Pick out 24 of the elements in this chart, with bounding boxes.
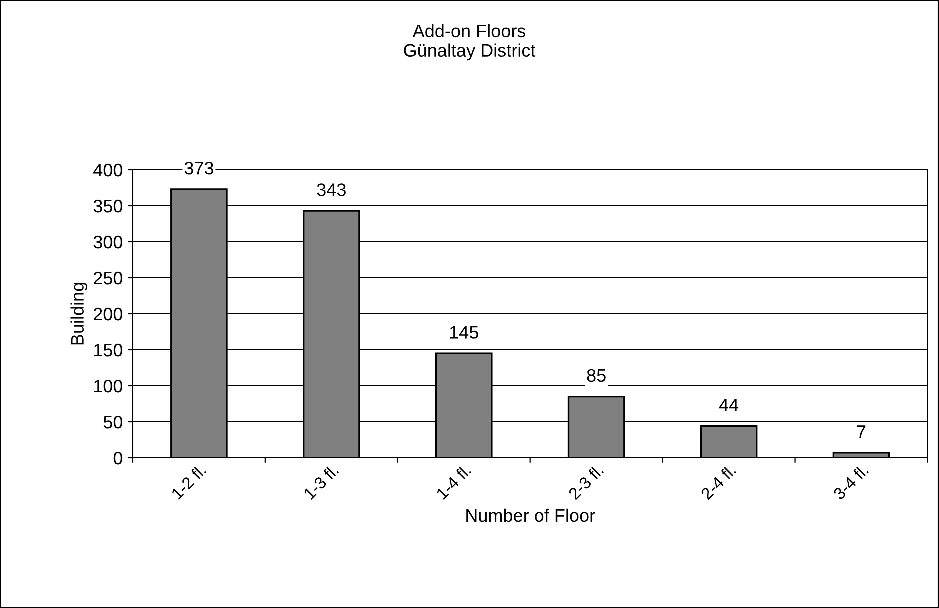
- data-label: 145: [450, 326, 478, 339]
- y-tick-label: 150: [94, 344, 123, 357]
- x-tick-label: 2-3 fl.: [568, 464, 604, 500]
- y-tick-label: 100: [94, 380, 123, 393]
- chart-title: Add-on Floors Günaltay District: [404, 24, 536, 61]
- y-axis-title: Building: [70, 283, 88, 345]
- x-tick-label: 2-4 fl.: [700, 464, 737, 500]
- y-tick-label: 400: [94, 164, 123, 177]
- x-tick-label: 1-3 fl.: [303, 464, 340, 500]
- y-tick-label: 50: [104, 416, 123, 429]
- x-tick-label: 3-4 fl.: [832, 464, 870, 501]
- y-tick-label: 200: [94, 308, 123, 321]
- y-tick-label: 250: [94, 272, 123, 285]
- y-tick-label: 0: [114, 452, 123, 465]
- data-label: 85: [587, 369, 606, 382]
- x-axis-title: Number of Floor: [466, 508, 596, 522]
- data-label: 7: [857, 426, 866, 438]
- x-tick-label: 1-4 fl.: [436, 464, 472, 500]
- y-tick-label: 300: [94, 236, 123, 249]
- data-label: 44: [719, 399, 739, 412]
- data-label: 373: [184, 162, 214, 175]
- data-label: 343: [317, 184, 346, 196]
- y-tick-label: 350: [94, 200, 123, 213]
- x-tick-label: 1-2 fl.: [170, 464, 207, 500]
